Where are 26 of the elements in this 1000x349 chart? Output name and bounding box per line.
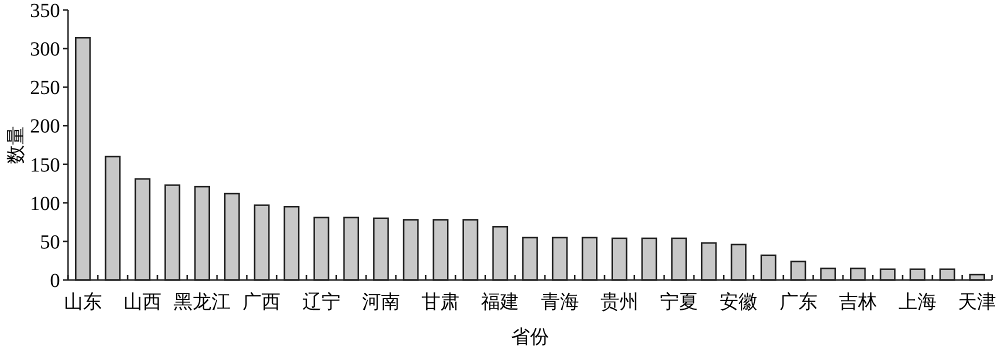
y-axis-title: 数量 — [6, 126, 27, 164]
y-tick-label: 350 — [30, 0, 60, 22]
y-tick-label: 100 — [30, 192, 60, 215]
x-tick-label: 宁夏 — [660, 291, 698, 313]
x-tick-label: 青海 — [540, 292, 579, 313]
x-tick-label: 广东 — [779, 291, 818, 313]
x-tick-label: 贵州 — [600, 292, 638, 313]
y-tick-label: 300 — [30, 38, 60, 61]
x-tick-label: 吉林 — [838, 292, 877, 313]
y-tick-label: 0 — [50, 270, 60, 292]
y-tick-label: 50 — [40, 231, 60, 254]
y-tick-label: 150 — [30, 154, 60, 176]
y-tick-label: 200 — [30, 116, 60, 138]
x-tick-label: 黑龙江 — [174, 292, 231, 313]
x-tick-label: 甘肃 — [422, 292, 460, 313]
x-tick-label: 山西 — [124, 292, 162, 313]
x-axis-title: 省份 — [511, 327, 549, 348]
x-tick-label: 山东 — [64, 292, 102, 313]
x-tick-label: 河南 — [362, 292, 400, 313]
x-tick-label: 安徽 — [720, 291, 758, 313]
x-tick-label: 天津 — [958, 292, 996, 313]
x-tick-label: 辽宁 — [302, 291, 340, 313]
x-tick-label: 广西 — [242, 291, 281, 313]
x-tick-label: 上海 — [898, 292, 936, 313]
x-tick-label: 福建 — [481, 292, 520, 313]
y-tick-label: 250 — [30, 77, 60, 100]
